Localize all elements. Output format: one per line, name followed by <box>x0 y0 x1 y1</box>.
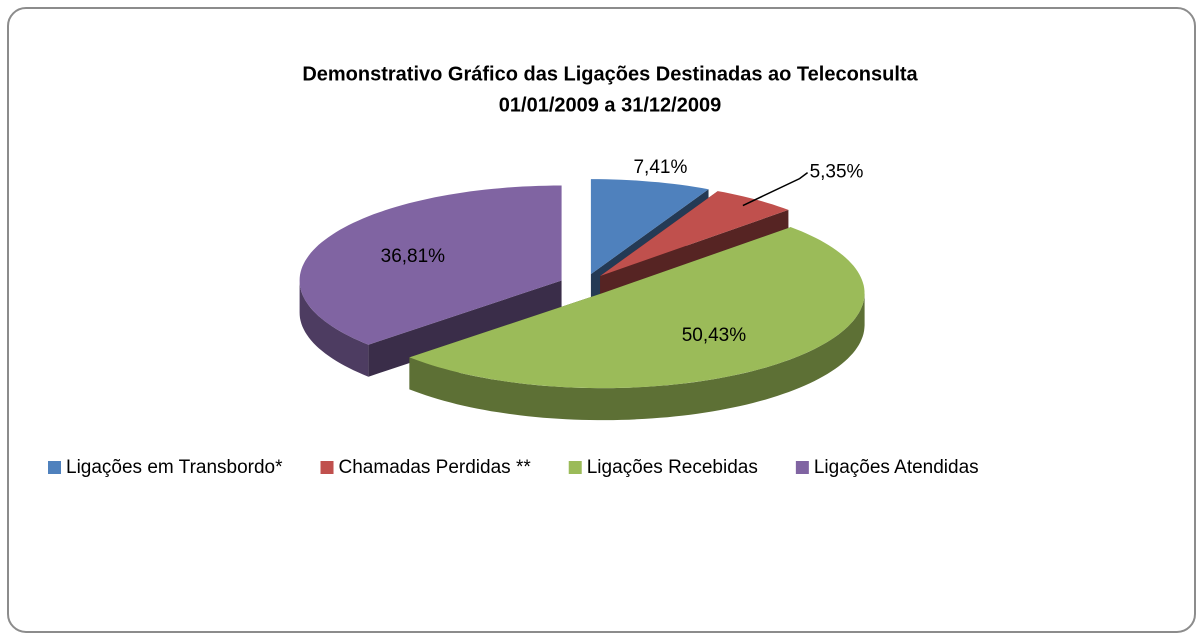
legend-label: Chamadas Perdidas ** <box>339 457 532 478</box>
legend-swatch <box>568 461 582 474</box>
slice-face <box>368 280 562 377</box>
slice <box>299 185 562 345</box>
data-label: 36,81% <box>381 246 446 267</box>
data-label: 5,35% <box>810 162 864 183</box>
legend-label: Ligações Atendidas <box>814 457 979 478</box>
legend-swatch <box>320 461 334 474</box>
slice <box>409 227 865 389</box>
chart-title: Demonstrativo Gráfico das Ligações Desti… <box>302 63 918 85</box>
legend-label: Ligações em Transbordo* <box>66 457 283 478</box>
data-label: 50,43% <box>682 325 747 346</box>
chart-subtitle: 01/01/2009 a 31/12/2009 <box>499 94 721 116</box>
slice-side <box>299 280 369 377</box>
legend-swatch <box>795 461 809 474</box>
legend-swatch <box>48 461 61 474</box>
data-label: 7,41% <box>633 157 687 178</box>
slice-side <box>409 293 865 421</box>
legend-label: Ligações Recebidas <box>587 457 758 478</box>
leader-line <box>742 172 809 207</box>
slice <box>590 179 709 275</box>
slice <box>600 191 789 276</box>
